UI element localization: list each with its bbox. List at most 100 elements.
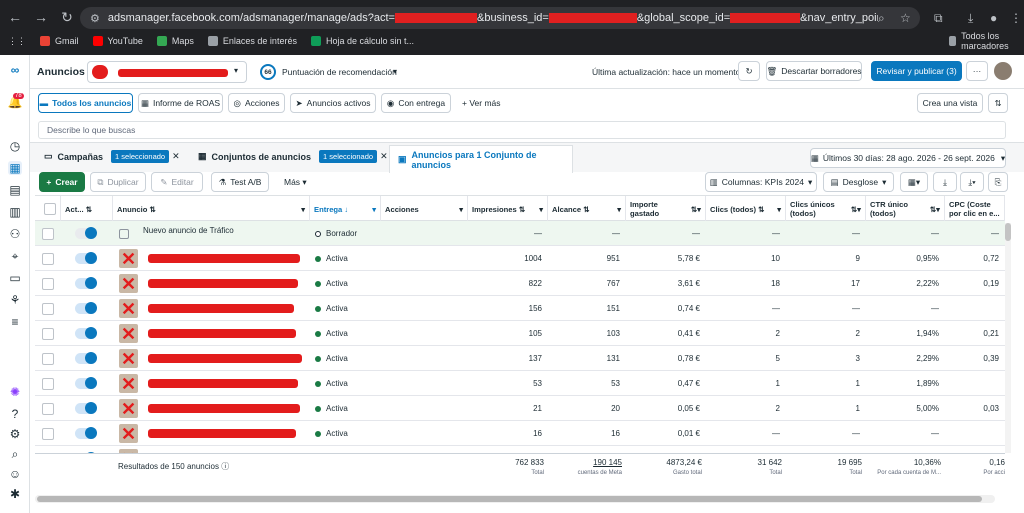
more-options-button[interactable]: ···: [966, 61, 988, 81]
extensions-icon[interactable]: ⧉: [934, 11, 943, 25]
tab-adsets[interactable]: ▦ Conjuntos de anuncios 1 seleccionado ✕: [198, 150, 388, 163]
status-toggle[interactable]: [75, 227, 97, 239]
header-reach[interactable]: Alcance ⇅ ▾: [548, 196, 626, 222]
bookmark-star-icon[interactable]: ☆: [900, 11, 911, 25]
forward-icon[interactable]: →: [34, 9, 48, 25]
settings-icon[interactable]: ⚙: [9, 427, 21, 441]
filter-actions[interactable]: ◎ Acciones: [228, 93, 285, 113]
duplicate-button[interactable]: ⧉ Duplicar: [90, 172, 146, 192]
ad-name[interactable]: Nuevo anuncio de Tráfico: [143, 226, 234, 235]
row-checkbox[interactable]: [42, 452, 54, 453]
status-toggle[interactable]: [75, 327, 97, 339]
bookmark-maps[interactable]: Maps: [156, 36, 194, 46]
download-icon[interactable]: ⤓: [968, 11, 974, 25]
edit-button[interactable]: ✎ Editar: [151, 172, 203, 192]
all-bookmarks[interactable]: Todos los marcadores: [949, 31, 1024, 51]
review-publish-button[interactable]: Revisar y publicar (3): [871, 61, 962, 81]
table-row[interactable]: ✕ Activa 105 103 0,41 € 2 2 1,94% 0,21: [35, 321, 1005, 346]
reports-icon[interactable]: ▥: [9, 205, 21, 219]
zoom-icon[interactable]: ⌕: [878, 11, 885, 25]
row-checkbox[interactable]: [42, 252, 54, 265]
header-impressions[interactable]: Impresiones ⇅ ▾: [468, 196, 548, 222]
menu-icon[interactable]: ⋮: [1010, 11, 1022, 25]
row-checkbox[interactable]: [42, 352, 54, 365]
filter-roas[interactable]: ▦ Informe de ROAS: [138, 93, 223, 113]
overview-icon[interactable]: ◷: [9, 139, 21, 153]
status-toggle[interactable]: [75, 277, 97, 289]
filter-with-delivery[interactable]: ◉ Con entrega: [381, 93, 451, 113]
tab-ads[interactable]: ▣ Anuncios para 1 Conjunto de anuncios: [389, 145, 573, 173]
header-unique-clicks[interactable]: Clics únicos (todos) ⇅▾: [786, 196, 866, 222]
back-icon[interactable]: ←: [8, 9, 22, 25]
chevron-down-icon[interactable]: ▾: [393, 67, 398, 76]
filter-active-ads[interactable]: ➤ Anuncios activos: [290, 93, 376, 113]
row-checkbox[interactable]: [42, 227, 54, 240]
bookmark-sheets[interactable]: Hoja de cálculo sin t...: [310, 36, 414, 46]
create-button[interactable]: + Crear: [39, 172, 85, 192]
billing-icon[interactable]: ▭: [9, 271, 21, 285]
scrollbar-thumb[interactable]: [37, 496, 982, 502]
table-row[interactable]: ✕ Activa 1004 951 5,78 € 10 9 0,95% 0,72: [35, 246, 1005, 271]
close-icon[interactable]: ✕: [380, 151, 388, 161]
row-checkbox[interactable]: [42, 277, 54, 290]
view-settings-icon[interactable]: ⇅: [988, 93, 1008, 113]
audiences-icon[interactable]: ⚇: [9, 227, 21, 241]
business-icon[interactable]: ⚘: [9, 293, 21, 307]
bug-icon[interactable]: ✱: [9, 487, 21, 501]
site-info-icon[interactable]: ⚙: [90, 12, 100, 25]
all-tools-icon[interactable]: ≡: [11, 315, 19, 329]
table-row[interactable]: ✕ Activa 822 767 3,61 € 18 17 2,22% 0,19: [35, 271, 1005, 296]
score-label[interactable]: Puntuación de recomendación: [282, 67, 397, 77]
create-view-button[interactable]: Crea una vista: [917, 93, 983, 113]
header-ad[interactable]: Anuncio ⇅ ▾: [113, 196, 310, 222]
table-row[interactable]: ✕ Activa 53 53 0,47 € 1 1 1,89%: [35, 371, 1005, 396]
refresh-button[interactable]: ↻: [738, 61, 760, 81]
select-all-checkbox[interactable]: [43, 203, 56, 215]
table-row[interactable]: ✕ Activa 16 16 0,01 € — — —: [35, 421, 1005, 446]
status-toggle[interactable]: [75, 402, 97, 414]
ab-test-button[interactable]: ⚗ Test A/B: [211, 172, 269, 192]
user-avatar[interactable]: [994, 62, 1012, 80]
search-icon[interactable]: ⌕: [11, 446, 19, 461]
apps-icon[interactable]: ⋮⋮: [8, 35, 26, 46]
row-checkbox[interactable]: [42, 427, 54, 440]
campaigns-icon[interactable]: ▦: [8, 161, 22, 175]
status-toggle[interactable]: [75, 427, 97, 439]
profile-icon[interactable]: ●: [990, 11, 998, 25]
status-toggle[interactable]: [75, 302, 97, 314]
header-actions[interactable]: Acciones ▾: [381, 196, 468, 222]
bookmark-youtube[interactable]: YouTube: [92, 36, 143, 46]
share-report-icon[interactable]: ⎘: [988, 172, 1008, 192]
see-more-link[interactable]: + Ver más: [462, 98, 501, 108]
header-ctr[interactable]: CTR único (todos) ⇅▾: [866, 196, 945, 222]
row-checkbox[interactable]: [42, 402, 54, 415]
discard-drafts-button[interactable]: 🗑 Descartar borradores: [766, 61, 862, 81]
status-toggle[interactable]: [75, 352, 97, 364]
help-icon[interactable]: ?: [11, 407, 19, 421]
reload-icon[interactable]: ↻: [61, 8, 73, 25]
download-button[interactable]: ⤓▾: [960, 172, 984, 192]
charts-button[interactable]: ▦▾: [900, 172, 928, 192]
vertical-scrollbar[interactable]: [1005, 223, 1011, 453]
table-row[interactable]: ✕ Activa 156 151 0,74 € — — —: [35, 296, 1005, 321]
header-active[interactable]: Act... ⇅: [61, 196, 113, 222]
export-icon[interactable]: ⤓: [933, 172, 957, 192]
bookmark-folder[interactable]: Enlaces de interés: [207, 36, 297, 46]
events-icon[interactable]: ⌖: [11, 248, 19, 263]
scrollbar-thumb[interactable]: [1005, 223, 1011, 241]
header-cpc[interactable]: CPC (Coste por clic en e...: [945, 196, 1005, 222]
header-spend[interactable]: Importe gastado ⇅▾: [626, 196, 706, 222]
info-icon[interactable]: ⓘ: [221, 462, 230, 471]
address-bar[interactable]: ⚙ adsmanager.facebook.com/adsmanager/man…: [80, 7, 920, 29]
search-input[interactable]: Describe lo que buscas: [38, 121, 1006, 139]
date-range-picker[interactable]: ▦ Últimos 30 días: 28 ago. 2026 - 26 sept…: [810, 148, 1006, 168]
account-selector[interactable]: ▾: [87, 61, 247, 83]
filter-all-ads[interactable]: ▬ Todos los anuncios: [38, 93, 133, 113]
pages-icon[interactable]: ▤: [9, 183, 21, 197]
table-row[interactable]: ✕ Activa 1091030,36 €: [35, 446, 1005, 453]
table-row[interactable]: ✕ Activa 137 131 0,78 € 5 3 2,29% 0,39: [35, 346, 1005, 371]
horizontal-scrollbar[interactable]: [35, 495, 995, 503]
status-toggle[interactable]: [75, 252, 97, 264]
table-row[interactable]: ✕ Activa 21 20 0,05 €2 1 5,00% 0,03: [35, 396, 1005, 421]
row-checkbox[interactable]: [42, 377, 54, 390]
